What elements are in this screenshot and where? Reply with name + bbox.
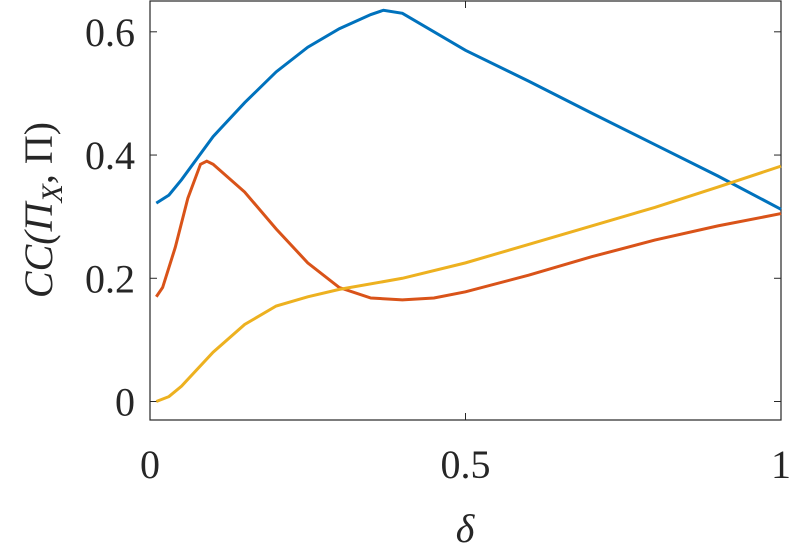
- y-label-tail: , Π): [16, 122, 61, 184]
- plot-frame: [149, 0, 782, 421]
- x-tick-label: 0.5: [441, 442, 491, 487]
- x-tick-label: 1: [771, 442, 791, 487]
- line-series: [155, 164, 782, 403]
- y-tick-label: 0.6: [85, 10, 135, 55]
- x-tick-label: 0: [140, 442, 160, 487]
- y-axis-label: CC(ΠX, Π): [16, 122, 69, 298]
- y-tick-label: 0.2: [85, 256, 135, 301]
- line-series: [155, 159, 782, 302]
- line-series: [155, 8, 782, 211]
- x-axis-label: δ: [456, 506, 476, 551]
- y-tick-label: 0: [115, 380, 135, 425]
- y-tick-label: 0.4: [85, 133, 135, 178]
- y-label-sub: X: [36, 182, 69, 203]
- y-label-main: CC(Π: [16, 200, 61, 298]
